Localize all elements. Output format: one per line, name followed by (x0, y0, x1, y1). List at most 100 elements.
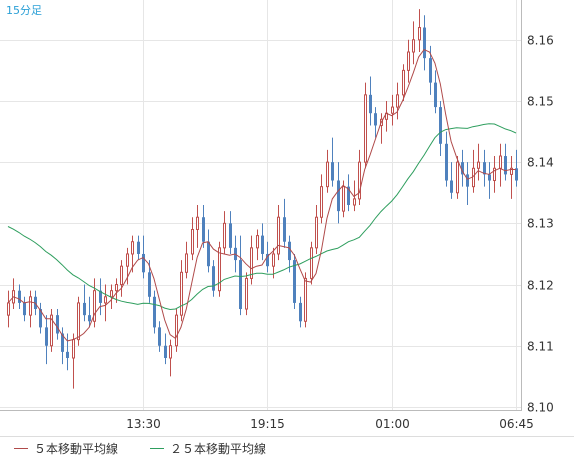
candle-body (29, 296, 32, 316)
candle-body (493, 167, 496, 182)
candle-body (488, 174, 491, 181)
candle-body (293, 260, 296, 303)
candle-body (331, 162, 334, 181)
candle-body (261, 235, 264, 254)
candle-body (326, 161, 329, 188)
candle-body (7, 302, 10, 316)
candle-body (39, 309, 42, 328)
candle-body (104, 296, 107, 304)
candle-body (342, 186, 345, 212)
candle-body (61, 333, 64, 352)
candle-body (223, 222, 226, 249)
candle-body (164, 345, 167, 358)
candle-body (272, 253, 275, 267)
x-tick-label: 13:30 (126, 417, 161, 431)
candle-body (137, 241, 140, 254)
x-tick-label: 01:00 (375, 417, 410, 431)
candle-body (353, 198, 356, 206)
candle-body (450, 180, 453, 193)
candle-body (153, 296, 156, 328)
plot-background (0, 0, 521, 410)
candle-body (120, 265, 123, 286)
candle-body (250, 247, 253, 279)
x-tick-label: 06:45 (499, 417, 534, 431)
candle-body (483, 162, 486, 175)
moving-averages (7, 48, 517, 342)
candle-body (45, 327, 48, 346)
candle-body (515, 168, 518, 181)
candle-body (315, 216, 318, 249)
legend-label: ２５本移動平均線 (170, 441, 266, 456)
candle-body (131, 241, 134, 255)
candle-body (83, 302, 86, 316)
candle-body (499, 155, 502, 169)
candle-body (477, 161, 480, 169)
candle-body (212, 266, 215, 291)
candle-body (412, 39, 415, 53)
y-tick-label: 8.16 (527, 34, 554, 48)
candle-body (358, 161, 361, 200)
candle-body (229, 223, 232, 248)
candle-body (461, 162, 464, 175)
candle-body (472, 167, 475, 188)
candle-body (369, 94, 372, 114)
candle-body (88, 315, 91, 322)
candle-body (66, 351, 69, 358)
candle-body (56, 315, 59, 334)
candle-body (510, 167, 513, 175)
timeframe-label: 15分足 (6, 4, 42, 17)
candle-body (77, 302, 80, 341)
candle-body (169, 345, 172, 359)
candle-body (434, 82, 437, 108)
candle-body (304, 277, 307, 322)
candle-body (23, 302, 26, 316)
y-tick-label: 8.14 (527, 156, 554, 170)
axes: 8.16 8.15 8.14 8.13 8.12 8.11 8.10 13:30 19:15 01… (0, 0, 574, 437)
y-tick-label: 8.11 (527, 340, 554, 354)
candle-body (466, 174, 469, 187)
candle-body (18, 290, 21, 303)
candle-body (126, 253, 129, 267)
candle-body (50, 314, 53, 347)
candle-body (99, 290, 102, 303)
candle-body (283, 217, 286, 242)
candle-body (423, 27, 426, 59)
candle-body (418, 27, 421, 41)
candle-body (115, 284, 118, 292)
candle-body (148, 272, 151, 297)
candle-body (337, 180, 340, 212)
y-tick-label: 8.13 (527, 217, 554, 231)
candle-body (347, 186, 350, 205)
candle-body (391, 106, 394, 114)
candle-body (110, 290, 113, 298)
candle-body (407, 51, 410, 71)
candle-body (185, 253, 188, 273)
x-tick-label: 19:15 (250, 417, 285, 431)
candle-body (429, 58, 432, 83)
ma5-line (7, 48, 516, 342)
ma25-line (7, 123, 517, 311)
y-tick-label: 8.10 (527, 401, 554, 415)
y-tick-label: 8.12 (527, 279, 554, 293)
candle-body (245, 277, 248, 310)
candle-body (72, 339, 75, 359)
candle-body (374, 113, 377, 126)
candle-body (180, 271, 183, 316)
candle-body (202, 217, 205, 242)
y-tick-label: 8.15 (527, 95, 554, 109)
candle-body (239, 260, 242, 310)
candle-body (288, 241, 291, 261)
candle-body (93, 290, 96, 322)
candle-body (277, 216, 280, 255)
candle-body (456, 161, 459, 194)
candle-body (196, 216, 199, 230)
candle-body (218, 247, 221, 292)
legend: ５本移動平均線 ２５本移動平均線 (14, 441, 266, 456)
grid-lines (0, 0, 521, 410)
candle-body (402, 69, 405, 96)
candle-body (396, 94, 399, 108)
legend-label: ５本移動平均線 (34, 441, 118, 456)
candle-body (142, 253, 145, 273)
